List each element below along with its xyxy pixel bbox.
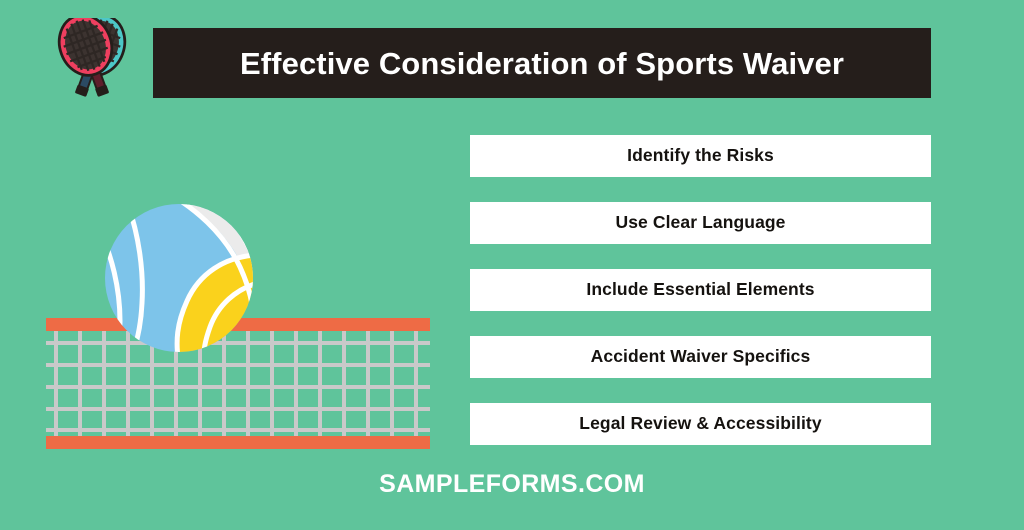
list-item[interactable]: Accident Waiver Specifics	[470, 336, 931, 378]
footer: SAMPLEFORMS.COM	[0, 472, 1024, 497]
list-item-label: Identify the Risks	[627, 145, 774, 166]
list-item-label: Include Essential Elements	[586, 279, 815, 300]
title-banner: Effective Consideration of Sports Waiver	[153, 28, 931, 98]
list-item[interactable]: Legal Review & Accessibility	[470, 403, 931, 445]
brand-watermark: SAMPLEFORMS.COM	[379, 470, 645, 498]
page-title: Effective Consideration of Sports Waiver	[239, 45, 845, 81]
list-item[interactable]: Identify the Risks	[470, 135, 931, 177]
list-item-label: Use Clear Language	[615, 212, 786, 233]
volleyball-net-icon	[46, 317, 430, 449]
considerations-list: Identify the Risks Use Clear Language In…	[470, 135, 931, 445]
list-item[interactable]: Include Essential Elements	[470, 269, 931, 311]
volleyball-icon	[104, 203, 254, 353]
crossed-tennis-rackets-icon	[38, 13, 146, 108]
list-item-label: Accident Waiver Specifics	[590, 346, 811, 367]
list-item[interactable]: Use Clear Language	[470, 202, 931, 244]
list-item-label: Legal Review & Accessibility	[579, 413, 822, 434]
